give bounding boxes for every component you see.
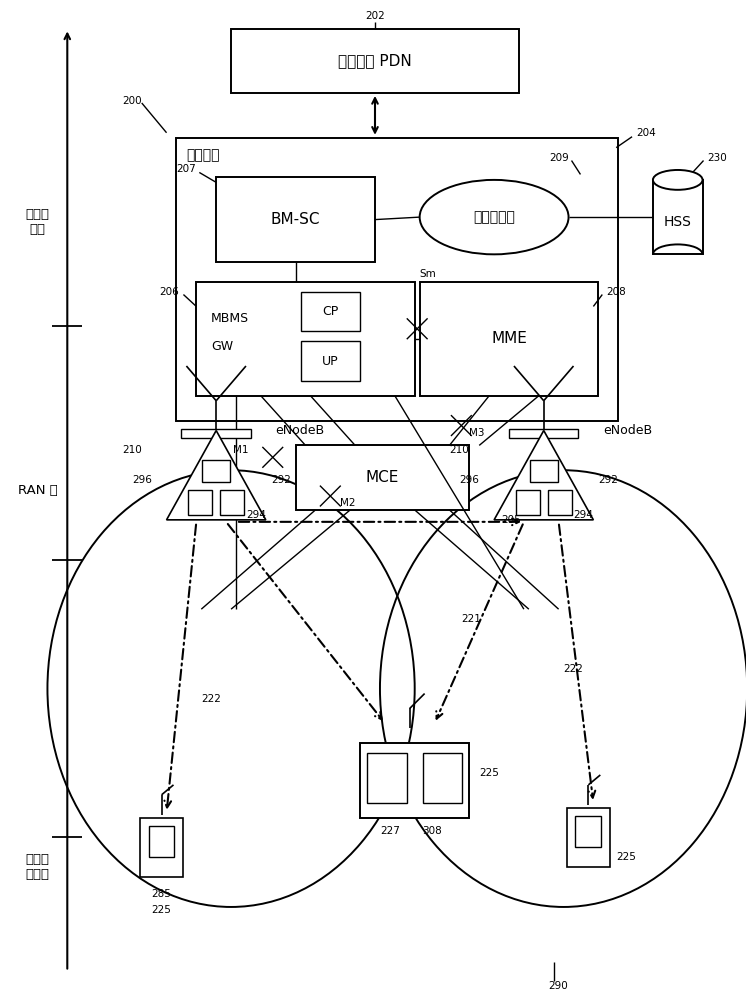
Text: 204: 204 xyxy=(636,128,656,138)
Text: 292: 292 xyxy=(271,475,291,485)
Bar xyxy=(177,138,618,421)
Text: CP: CP xyxy=(322,305,339,318)
Bar xyxy=(653,180,703,254)
Text: 225: 225 xyxy=(616,852,636,862)
Text: 核心网
络域: 核心网 络域 xyxy=(25,208,49,236)
Text: 205: 205 xyxy=(501,515,521,525)
Bar xyxy=(530,460,558,482)
Ellipse shape xyxy=(419,180,568,254)
Text: MCE: MCE xyxy=(366,470,399,485)
Text: 210: 210 xyxy=(449,445,470,455)
Text: MBMS: MBMS xyxy=(211,312,249,325)
Text: 222: 222 xyxy=(563,664,583,674)
Bar xyxy=(516,490,540,515)
Bar xyxy=(220,490,244,515)
Text: 308: 308 xyxy=(422,826,443,836)
Text: 使用者
设备域: 使用者 设备域 xyxy=(25,853,49,881)
Text: 290: 290 xyxy=(549,981,568,991)
Text: 221: 221 xyxy=(461,614,481,624)
Bar xyxy=(422,753,462,803)
Text: 294: 294 xyxy=(574,510,593,520)
Text: 296: 296 xyxy=(132,475,151,485)
Text: 222: 222 xyxy=(201,694,221,704)
Polygon shape xyxy=(494,431,593,520)
Text: 285: 285 xyxy=(151,889,172,899)
Text: 200: 200 xyxy=(122,96,142,106)
Text: MME: MME xyxy=(491,331,527,346)
Text: 内容供应商: 内容供应商 xyxy=(473,210,515,224)
Text: M1: M1 xyxy=(234,445,249,455)
Text: 202: 202 xyxy=(365,11,385,21)
Text: 225: 225 xyxy=(151,905,172,915)
Bar xyxy=(231,29,519,93)
Text: UP: UP xyxy=(322,355,339,368)
Text: BM-SC: BM-SC xyxy=(271,212,321,227)
Text: RAN 域: RAN 域 xyxy=(18,484,58,497)
Bar xyxy=(509,429,578,438)
Text: HSS: HSS xyxy=(664,215,691,229)
Bar xyxy=(300,292,360,331)
Polygon shape xyxy=(166,431,266,520)
Text: GW: GW xyxy=(211,340,234,353)
Bar xyxy=(360,743,470,818)
Text: 207: 207 xyxy=(177,164,196,174)
Bar xyxy=(140,818,184,877)
Bar xyxy=(202,460,230,482)
Bar xyxy=(575,816,601,847)
Text: M2: M2 xyxy=(340,498,356,508)
Text: 210: 210 xyxy=(122,445,142,455)
Bar xyxy=(300,341,360,381)
Bar xyxy=(149,826,175,857)
Bar xyxy=(181,429,251,438)
Text: 206: 206 xyxy=(160,287,180,297)
Text: 230: 230 xyxy=(708,153,727,163)
Text: 209: 209 xyxy=(549,153,568,163)
Text: 227: 227 xyxy=(380,826,400,836)
Bar xyxy=(196,282,415,396)
Text: 225: 225 xyxy=(479,768,499,778)
Bar xyxy=(419,282,598,396)
Bar xyxy=(189,490,212,515)
Text: eNodeB: eNodeB xyxy=(603,424,652,437)
Text: 296: 296 xyxy=(459,475,479,485)
Text: 294: 294 xyxy=(246,510,266,520)
Text: M3: M3 xyxy=(470,428,485,438)
Text: eNodeB: eNodeB xyxy=(276,424,325,437)
Bar xyxy=(566,808,610,867)
Text: Sm: Sm xyxy=(419,269,436,279)
Text: 292: 292 xyxy=(598,475,618,485)
Bar xyxy=(296,445,470,510)
Bar xyxy=(548,490,571,515)
Text: 外部网络 PDN: 外部网络 PDN xyxy=(338,53,412,68)
Bar xyxy=(367,753,407,803)
Text: 核心网络: 核心网络 xyxy=(187,149,220,163)
Bar xyxy=(216,177,375,262)
Text: 208: 208 xyxy=(606,287,626,297)
Ellipse shape xyxy=(653,170,703,190)
